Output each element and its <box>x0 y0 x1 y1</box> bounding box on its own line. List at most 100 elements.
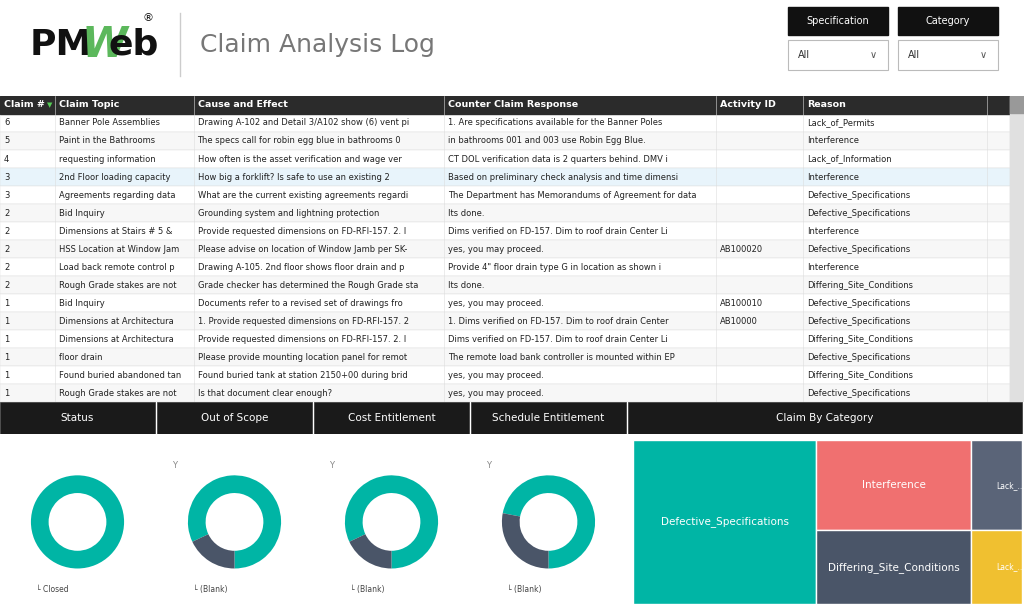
Text: Defective_Specifications: Defective_Specifications <box>807 245 910 254</box>
Text: Differing_Site_Conditions: Differing_Site_Conditions <box>827 561 959 572</box>
Text: PM: PM <box>30 28 92 62</box>
Text: 1. Provide requested dimensions on FD-RFI-157. 2: 1. Provide requested dimensions on FD-RF… <box>198 317 409 326</box>
Text: Specification: Specification <box>807 16 869 26</box>
Text: How big a forklift? Is safe to use an existing 2: How big a forklift? Is safe to use an ex… <box>198 172 389 181</box>
Text: Provide requested dimensions on FD-RFI-157. 2. I: Provide requested dimensions on FD-RFI-1… <box>198 226 406 236</box>
Text: Claim By Category: Claim By Category <box>776 413 873 423</box>
Text: 3: 3 <box>4 172 9 181</box>
Text: CT DOL verification data is 2 quarters behind. DMV i: CT DOL verification data is 2 quarters b… <box>449 155 669 163</box>
Bar <box>972 440 1022 531</box>
Text: Interference: Interference <box>807 263 859 272</box>
Text: ®: ® <box>142 13 153 23</box>
Text: Cause and Effect: Cause and Effect <box>198 100 288 109</box>
Text: 1: 1 <box>4 317 9 326</box>
Text: Grounding system and lightning protection: Grounding system and lightning protectio… <box>198 209 379 218</box>
Text: Y: Y <box>329 461 334 470</box>
Text: 3: 3 <box>4 191 9 200</box>
Bar <box>0 258 1010 276</box>
Text: ▼: ▼ <box>47 102 52 108</box>
Text: Activity ID: Activity ID <box>720 100 775 109</box>
Text: Rough Grade stakes are not: Rough Grade stakes are not <box>59 389 177 398</box>
Text: Dimensions at Stairs # 5 &: Dimensions at Stairs # 5 & <box>59 226 173 236</box>
Bar <box>0 204 1010 222</box>
Text: All: All <box>798 50 810 60</box>
Text: ∨: ∨ <box>869 50 877 60</box>
Bar <box>157 402 312 434</box>
Bar <box>788 7 888 35</box>
Bar <box>0 168 1010 186</box>
Wedge shape <box>349 534 391 569</box>
Bar <box>0 367 1010 384</box>
Text: HSS Location at Window Jam: HSS Location at Window Jam <box>59 245 179 254</box>
Bar <box>0 96 1024 114</box>
Text: 1: 1 <box>4 371 9 380</box>
Text: Agreements regarding data: Agreements regarding data <box>59 191 178 200</box>
Bar <box>816 531 972 604</box>
Text: Lack_...: Lack_... <box>996 481 1024 490</box>
Bar <box>1010 96 1024 402</box>
Text: Interference: Interference <box>807 137 859 146</box>
Bar <box>972 531 1022 604</box>
Text: requesting information: requesting information <box>59 155 156 163</box>
Text: └ Closed: └ Closed <box>36 585 69 594</box>
Text: Differing_Site_Conditions: Differing_Site_Conditions <box>807 280 912 290</box>
Text: Defective_Specifications: Defective_Specifications <box>807 389 910 398</box>
Bar <box>0 276 1010 294</box>
Text: yes, you may proceed.: yes, you may proceed. <box>449 371 545 380</box>
Text: Provide requested dimensions on FD-RFI-157. 2. I: Provide requested dimensions on FD-RFI-1… <box>198 335 406 344</box>
Text: Interference: Interference <box>862 480 926 490</box>
Bar <box>471 402 626 434</box>
Wedge shape <box>193 534 234 569</box>
Text: Please provide mounting location panel for remot: Please provide mounting location panel f… <box>198 353 407 362</box>
Wedge shape <box>503 475 595 569</box>
Text: Defective_Specifications: Defective_Specifications <box>807 353 910 362</box>
Text: Found buried abandoned tan: Found buried abandoned tan <box>59 371 181 380</box>
Text: └ (Blank): └ (Blank) <box>507 585 541 594</box>
Bar <box>0 132 1010 150</box>
Text: Grade checker has determined the Rough Grade sta: Grade checker has determined the Rough G… <box>198 280 418 290</box>
Text: Dimensions at Architectura: Dimensions at Architectura <box>59 317 174 326</box>
Text: 1: 1 <box>4 335 9 344</box>
Text: └ (Blank): └ (Blank) <box>349 585 384 594</box>
Text: Dims verified on FD-157. Dim to roof drain Center Li: Dims verified on FD-157. Dim to roof dra… <box>449 226 669 236</box>
Text: Counter Claim Response: Counter Claim Response <box>449 100 579 109</box>
Text: 2: 2 <box>4 209 9 218</box>
Text: 1. Dims verified on FD-157. Dim to roof drain Center: 1. Dims verified on FD-157. Dim to roof … <box>449 317 669 326</box>
Text: in bathrooms 001 and 003 use Robin Egg Blue.: in bathrooms 001 and 003 use Robin Egg B… <box>449 137 646 146</box>
Text: Banner Pole Assemblies: Banner Pole Assemblies <box>59 118 161 127</box>
Text: 6: 6 <box>4 118 9 127</box>
Bar <box>314 402 469 434</box>
Bar <box>0 150 1010 168</box>
Bar <box>816 440 972 531</box>
Bar <box>0 402 155 434</box>
Text: Its done.: Its done. <box>449 280 485 290</box>
Text: yes, you may proceed.: yes, you may proceed. <box>449 389 545 398</box>
Text: Category: Category <box>926 16 970 26</box>
Bar <box>0 114 1010 132</box>
Text: Defective_Specifications: Defective_Specifications <box>807 191 910 200</box>
Text: Lack_...: Lack_... <box>996 563 1024 572</box>
Text: Defective_Specifications: Defective_Specifications <box>807 299 910 308</box>
Bar <box>0 186 1010 204</box>
Text: The remote load bank controller is mounted within EP: The remote load bank controller is mount… <box>449 353 675 362</box>
Text: What are the current existing agreements regardi: What are the current existing agreements… <box>198 191 408 200</box>
Text: 1. Are specifications available for the Banner Poles: 1. Are specifications available for the … <box>449 118 663 127</box>
Text: Out of Scope: Out of Scope <box>201 413 268 423</box>
Text: 2: 2 <box>4 226 9 236</box>
Text: Dimensions at Architectura: Dimensions at Architectura <box>59 335 174 344</box>
Text: AB100020: AB100020 <box>720 245 763 254</box>
Text: ∨: ∨ <box>979 50 986 60</box>
Text: Drawing A-105. 2nd floor shows floor drain and p: Drawing A-105. 2nd floor shows floor dra… <box>198 263 404 272</box>
Text: The Department has Memorandums of Agreement for data: The Department has Memorandums of Agreem… <box>449 191 697 200</box>
Text: Is that document clear enough?: Is that document clear enough? <box>198 389 332 398</box>
Text: eb: eb <box>109 28 160 62</box>
Bar <box>0 330 1010 348</box>
Text: 2nd Floor loading capacity: 2nd Floor loading capacity <box>59 172 171 181</box>
Text: AB10000: AB10000 <box>720 317 758 326</box>
Text: 2: 2 <box>4 263 9 272</box>
Text: Status: Status <box>60 413 94 423</box>
Text: Drawing A-102 and Detail 3/A102 show (6) vent pi: Drawing A-102 and Detail 3/A102 show (6)… <box>198 118 409 127</box>
Text: Differing_Site_Conditions: Differing_Site_Conditions <box>807 371 912 380</box>
Bar <box>633 440 816 604</box>
Text: Bid Inquiry: Bid Inquiry <box>59 209 105 218</box>
